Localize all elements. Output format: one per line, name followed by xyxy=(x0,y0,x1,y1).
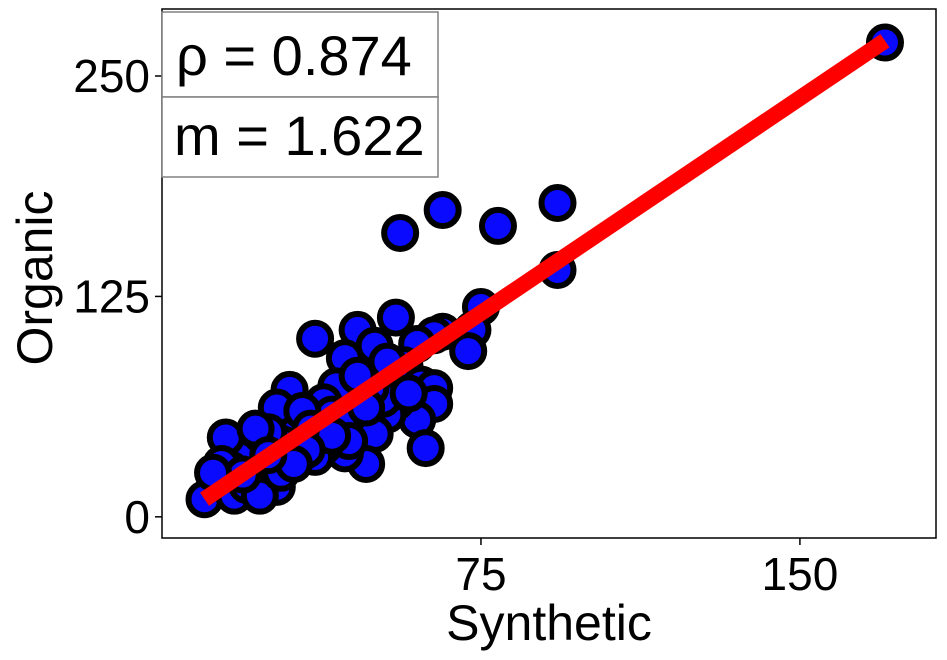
fit-line xyxy=(200,34,890,506)
slope-text: m = 1.622 xyxy=(174,104,425,167)
y-tick-label: 125 xyxy=(73,270,150,322)
slope-box xyxy=(161,96,439,178)
slope-annotation: m = 1.622 xyxy=(161,96,439,178)
rho-text: ρ = 0.874 xyxy=(176,24,412,87)
y-axis-title: Organic xyxy=(7,190,63,365)
rho-annotation: ρ = 0.874 xyxy=(161,11,439,98)
y-tick-label: 250 xyxy=(73,50,150,102)
scatter-point xyxy=(406,429,445,468)
scatter-point xyxy=(376,298,415,337)
rho-box xyxy=(161,11,439,98)
scatter-point xyxy=(423,191,462,230)
x-tick-label: 75 xyxy=(455,548,506,600)
x-axis-title: Synthetic xyxy=(446,595,652,651)
scatter-point xyxy=(478,206,517,245)
x-tick-label: 150 xyxy=(762,548,839,600)
scatter-point xyxy=(449,332,488,371)
ticks-layer: 75 150 0 125 250 xyxy=(73,50,838,600)
scatter-point xyxy=(389,374,428,413)
scatter-point xyxy=(296,319,335,358)
y-tick-label: 0 xyxy=(124,491,150,543)
scatter-point xyxy=(538,183,577,222)
scatter-point xyxy=(381,213,420,252)
fit-line-layer xyxy=(200,34,890,506)
